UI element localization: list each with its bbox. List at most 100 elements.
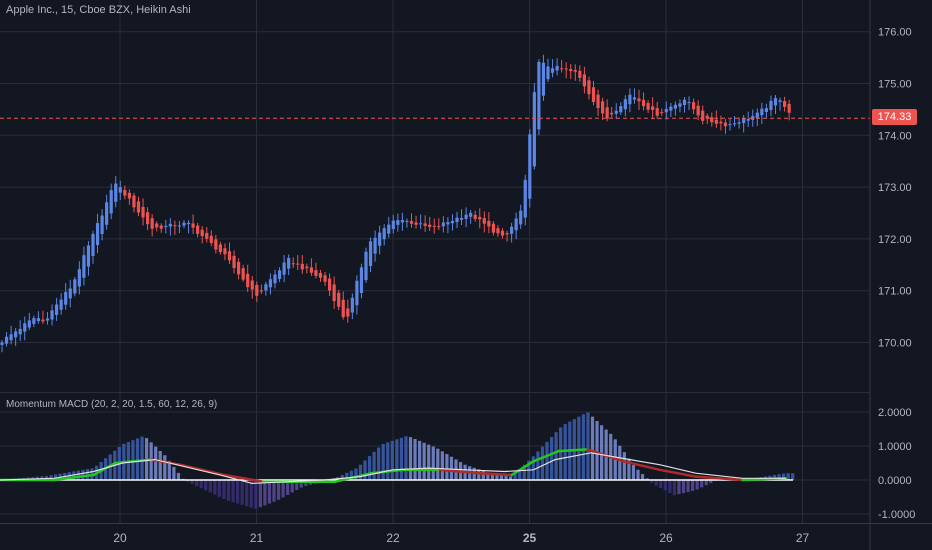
candle-down xyxy=(328,278,332,291)
histogram-bar xyxy=(185,480,190,482)
candle-down xyxy=(155,223,159,228)
signal-line-segment xyxy=(557,448,589,453)
candle-down xyxy=(587,80,591,95)
histogram-bar xyxy=(222,480,226,499)
signal-line-segment xyxy=(532,449,560,463)
candle-down xyxy=(341,299,345,318)
signal-line-segment xyxy=(694,475,744,482)
histogram-bar xyxy=(190,480,194,484)
candle-up xyxy=(182,222,186,226)
histogram-bar xyxy=(640,474,645,480)
candle-up xyxy=(673,104,677,109)
candle-down xyxy=(482,218,486,224)
candle-up xyxy=(118,187,122,193)
histogram-bar xyxy=(436,448,440,480)
candle-up xyxy=(86,245,91,267)
candle-down xyxy=(710,117,714,123)
histogram-bar xyxy=(595,420,599,480)
histogram-bar xyxy=(650,480,654,483)
candle-up xyxy=(678,103,682,107)
candle-up xyxy=(9,334,13,341)
candle-up xyxy=(396,220,400,225)
histogram-bar xyxy=(577,416,581,480)
histogram-bar xyxy=(208,480,212,493)
pane-divider[interactable] xyxy=(0,392,870,393)
histogram-bar xyxy=(545,441,549,480)
histogram-bar xyxy=(495,474,499,480)
candle-up xyxy=(746,119,750,121)
histogram-bar xyxy=(249,480,253,508)
histogram-bar xyxy=(536,451,540,480)
histogram-bar xyxy=(627,458,631,480)
histogram-bar xyxy=(358,464,363,480)
indicator-tick-label: 1.0000 xyxy=(878,441,912,453)
candle-down xyxy=(223,248,227,255)
histogram-bar xyxy=(49,475,53,480)
histogram-bar xyxy=(668,480,672,493)
candle-up xyxy=(628,94,632,105)
indicator-title[interactable]: Momentum MACD (20, 2, 20, 1.5, 60, 12, 2… xyxy=(6,399,218,410)
indicator-tick-label: 0.0000 xyxy=(878,475,912,487)
candle-down xyxy=(127,192,131,199)
candle-down xyxy=(146,212,150,225)
candle-up xyxy=(773,98,778,106)
candle-up xyxy=(546,66,550,80)
histogram-bar xyxy=(386,442,390,480)
candle-down xyxy=(605,107,609,119)
symbol-title[interactable]: Apple Inc., 15, Cboe BZX, Heikin Ashi xyxy=(6,4,191,16)
histogram-bar xyxy=(340,474,344,480)
candle-up xyxy=(455,217,459,223)
candle-down xyxy=(255,284,259,296)
histogram-bar xyxy=(645,478,649,480)
candle-up xyxy=(164,225,168,228)
candle-down xyxy=(701,110,705,121)
candle-down xyxy=(692,102,696,110)
candle-up xyxy=(59,299,63,310)
time-tick-label: 22 xyxy=(386,531,400,545)
candle-down xyxy=(132,195,136,208)
histogram-bar xyxy=(390,440,394,480)
candle-down xyxy=(241,268,245,280)
histogram-bar xyxy=(290,480,294,493)
candle-down xyxy=(641,99,646,107)
histogram-bar xyxy=(709,480,713,484)
candle-down xyxy=(250,280,254,290)
candle-down xyxy=(259,290,263,292)
macd-line xyxy=(0,452,786,485)
candle-down xyxy=(246,273,250,288)
histogram-bar xyxy=(354,468,358,480)
candle-down xyxy=(655,108,659,116)
candle-down xyxy=(610,112,614,115)
histogram-bar xyxy=(449,456,454,480)
candle-up xyxy=(459,217,464,220)
time-tick-label: 27 xyxy=(796,531,810,545)
histogram-bar xyxy=(413,438,417,480)
candle-down xyxy=(296,263,300,265)
candle-up xyxy=(264,284,268,291)
histogram-bar xyxy=(267,480,272,504)
histogram-bar xyxy=(72,471,76,480)
candle-down xyxy=(423,223,427,226)
histogram-bar xyxy=(404,436,408,480)
histogram-bar xyxy=(163,455,167,480)
histogram-bar xyxy=(481,470,485,480)
histogram-bar xyxy=(700,480,704,488)
candle-down xyxy=(227,251,232,261)
histogram-bar xyxy=(304,480,308,486)
price-tick-label: 173.00 xyxy=(878,182,912,194)
candle-down xyxy=(705,115,709,119)
histogram-bar xyxy=(381,443,385,480)
candle-down xyxy=(660,111,664,113)
candle-up xyxy=(355,280,359,306)
histogram-bar xyxy=(195,480,199,487)
signal-line-segment xyxy=(92,461,117,477)
histogram-bar xyxy=(586,412,590,480)
candle-up xyxy=(737,122,741,124)
histogram-bar xyxy=(372,451,376,480)
candle-up xyxy=(664,108,668,113)
candle-down xyxy=(491,223,495,233)
histogram-bar xyxy=(395,439,399,480)
candle-up xyxy=(391,220,395,230)
